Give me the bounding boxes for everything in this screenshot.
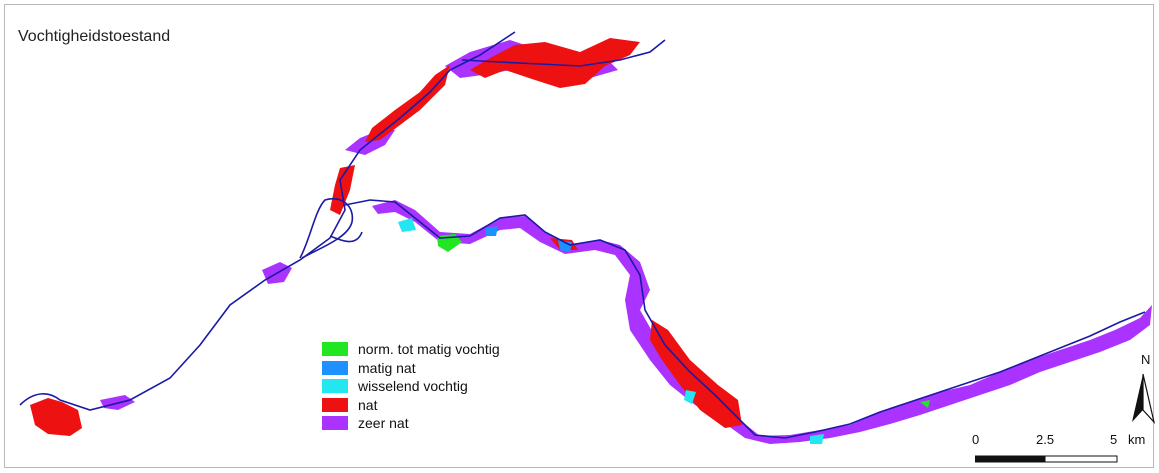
legend-swatch: [322, 379, 348, 394]
north-label: N: [1141, 352, 1151, 367]
scale-bar: [975, 455, 1118, 463]
north-arrow-icon: [1132, 373, 1156, 425]
river-network: [19, 31, 1146, 439]
legend-item-wisselend-vochtig: wisselend vochtig: [322, 377, 500, 396]
legend-swatch: [322, 360, 348, 375]
patches-zeer-nat: [100, 40, 1152, 444]
legend-label: wisselend vochtig: [358, 378, 468, 395]
legend-item-norm-tot-matig-vochtig: norm. tot matig vochtig: [322, 340, 500, 359]
legend-label: matig nat: [358, 359, 416, 376]
scale-label-2-5: 2.5: [1036, 432, 1055, 447]
scale-label-5: 5: [1110, 432, 1118, 447]
legend-swatch: [322, 397, 348, 412]
legend-swatch: [322, 416, 348, 431]
legend-item-matig-nat: matig nat: [322, 359, 500, 378]
legend-swatch: [322, 342, 348, 357]
legend-item-nat: nat: [322, 396, 500, 415]
legend-label: nat: [358, 396, 378, 413]
legend-item-zeer-nat: zeer nat: [322, 414, 500, 433]
legend: norm. tot matig vochtig matig nat wissel…: [322, 340, 500, 433]
legend-label: norm. tot matig vochtig: [358, 341, 500, 358]
patches-matig-nat: [485, 226, 572, 252]
legend-label: zeer nat: [358, 415, 409, 432]
scale-unit: km: [1128, 432, 1146, 447]
map-title: Vochtigheidstoestand: [18, 28, 171, 45]
patches-wisselend-vochtig: [398, 218, 824, 444]
scale-label-0: 0: [972, 432, 980, 447]
